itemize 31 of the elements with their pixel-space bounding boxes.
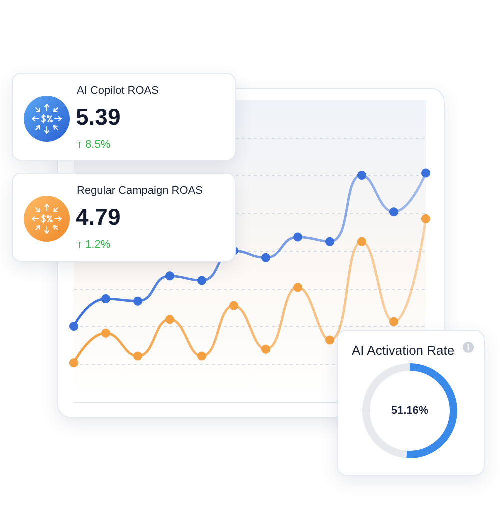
point [166,272,174,281]
point [390,208,398,217]
text: ↑ 8.5% [77,138,111,152]
point [422,214,430,224]
point [102,328,110,338]
point [390,317,398,326]
point [134,296,142,306]
chart-title: AI Activation Rate [352,343,455,358]
text: Regular Campaign ROAS [77,184,203,198]
point [166,315,174,324]
point [198,276,206,286]
point [422,168,430,178]
point [326,237,334,246]
annotation: ↑ 1.2% [77,238,111,252]
annotation: 4.79 [76,203,121,231]
point [70,322,78,331]
text: AI Copilot ROAS [77,84,159,98]
point [230,301,238,310]
point [198,352,206,361]
point [358,171,366,180]
point [294,283,302,292]
text: 5.39 [76,103,121,131]
point [134,352,142,361]
point [358,237,366,246]
text: 51.16% [391,405,429,417]
point [102,294,110,304]
point [262,344,270,354]
point [70,358,78,368]
point [326,336,334,345]
point [262,253,270,262]
point [294,232,302,242]
